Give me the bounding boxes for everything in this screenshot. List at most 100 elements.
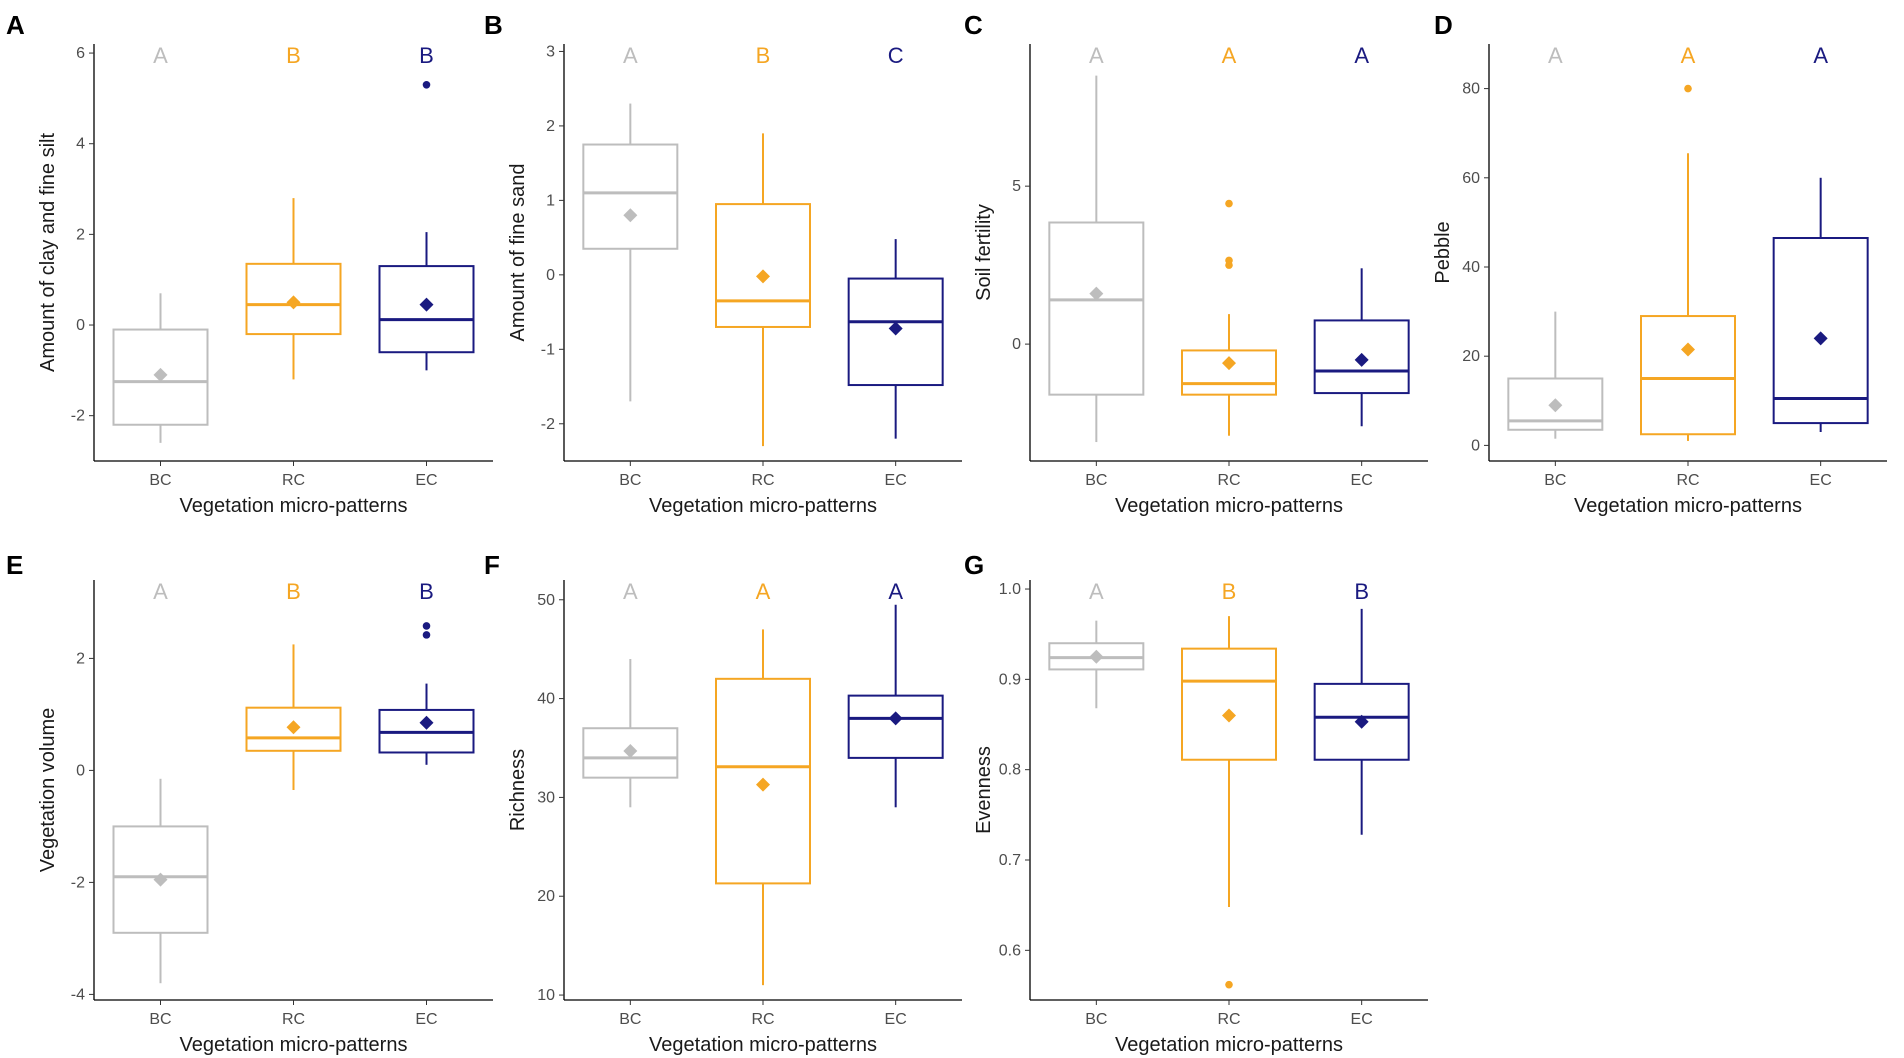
y-tick-label: 0.6 (999, 942, 1021, 959)
significance-letter: A (1222, 43, 1237, 68)
x-tick-label: RC (751, 1011, 774, 1028)
outlier-point (1225, 256, 1233, 265)
y-tick-label: 2 (76, 226, 85, 243)
significance-letter: B (419, 579, 434, 604)
significance-letter: C (888, 43, 904, 68)
outlier-point (422, 622, 431, 630)
y-tick-label: 0.9 (999, 671, 1021, 688)
y-tick-label: 2 (76, 650, 85, 667)
mean-marker (1354, 352, 1369, 367)
y-tick-label: 30 (537, 789, 555, 806)
x-tick-label: BC (149, 1011, 171, 1028)
y-tick-label: -1 (541, 341, 555, 358)
x-tick-label: EC (1351, 1011, 1373, 1028)
box-bc: BC A (112, 43, 209, 489)
box-bc: BC A (1048, 43, 1145, 489)
box-rc: RC A (1181, 43, 1277, 489)
mean-marker (1089, 649, 1104, 664)
y-tick-label: -2 (71, 408, 85, 425)
x-axis-title: Vegetation micro-patterns (1115, 1034, 1343, 1056)
x-tick-label: BC (1544, 472, 1566, 489)
y-tick-label: 1.0 (999, 581, 1021, 598)
outlier-point (422, 631, 431, 639)
y-tick-label: 0 (76, 317, 85, 334)
x-tick-label: RC (1676, 472, 1699, 489)
significance-letter: B (1222, 579, 1237, 604)
panel-letter: E (6, 550, 23, 580)
box-ec: EC B (378, 579, 475, 1028)
significance-letter: B (1354, 579, 1369, 604)
iqr-box (1048, 221, 1145, 396)
significance-letter: B (286, 43, 301, 68)
mean-marker (419, 297, 434, 312)
box-rc: RC B (245, 579, 342, 1028)
significance-letter: A (153, 43, 168, 68)
mean-marker (623, 743, 638, 758)
mean-marker (1813, 331, 1828, 346)
outlier-point (1225, 980, 1233, 989)
significance-letter: A (888, 579, 903, 604)
significance-letter: A (623, 43, 638, 68)
mean-marker (286, 295, 301, 310)
x-tick-label: EC (415, 1011, 437, 1028)
outlier-point (1225, 199, 1233, 208)
outlier-point (1684, 84, 1692, 93)
x-tick-label: RC (1217, 472, 1240, 489)
mean-marker (756, 777, 770, 792)
y-tick-label: 20 (537, 888, 555, 905)
iqr-box (1640, 315, 1736, 436)
y-axis-title: Amount of fine sand (507, 164, 529, 342)
significance-letter: A (153, 579, 168, 604)
significance-letter: A (1548, 43, 1563, 68)
outlier-point (422, 80, 431, 89)
significance-letter: B (419, 43, 434, 68)
significance-letter: A (623, 579, 638, 604)
y-axis-title: Pebble (1432, 221, 1454, 283)
box-bc: BC A (582, 579, 679, 1028)
y-tick-label: 40 (537, 691, 555, 708)
x-axis-title: Vegetation micro-patterns (649, 1034, 877, 1056)
x-axis-title: Vegetation micro-patterns (1574, 495, 1802, 517)
mean-marker (1222, 356, 1236, 371)
mean-marker (419, 715, 434, 730)
mean-marker (623, 208, 638, 223)
y-tick-label: 0 (1012, 336, 1021, 353)
y-tick-label: 4 (76, 136, 85, 153)
panel-e: E -4 -2 0 2 Vegetation volume Vegetation micro… (6, 550, 493, 1056)
x-tick-label: BC (619, 1011, 641, 1028)
mean-marker (756, 269, 770, 284)
significance-letter: A (1089, 579, 1104, 604)
panel-a: A -2 0 2 4 6 Amount of clay and fine silt Veget… (6, 10, 493, 517)
box-rc: RC A (1640, 43, 1736, 489)
box-ec: EC A (1313, 43, 1410, 489)
x-tick-label: RC (751, 472, 774, 489)
mean-marker (1089, 286, 1104, 301)
significance-letter: A (756, 579, 771, 604)
panel-c: C 0 5 Soil fertility Vegetation micro-patter… (964, 10, 1428, 517)
panel-g: G 0.6 0.7 0.8 0.9 1.0 Evenness Vegetation micro… (964, 550, 1428, 1056)
y-axis-title: Richness (507, 749, 529, 831)
y-axis-title: Evenness (973, 746, 995, 834)
y-axis-title: Amount of clay and fine silt (37, 133, 59, 372)
y-tick-label: 0.7 (999, 852, 1021, 869)
x-tick-label: RC (282, 1011, 305, 1028)
y-tick-label: -2 (541, 416, 555, 433)
panel-letter: G (964, 550, 984, 580)
x-tick-label: EC (415, 472, 437, 489)
y-tick-label: -4 (71, 986, 85, 1003)
box-bc: BC A (112, 579, 209, 1028)
mean-marker (1222, 708, 1236, 723)
significance-letter: A (1681, 43, 1696, 68)
box-rc: RC B (245, 43, 342, 489)
box-rc: RC A (715, 579, 811, 1028)
box-rc: RC B (715, 43, 811, 489)
x-tick-label: EC (1810, 472, 1832, 489)
significance-letter: B (286, 579, 301, 604)
y-tick-label: 0 (546, 267, 555, 284)
panel-b: B -2 -1 0 1 2 3 Amount of fine sand Vegetation m… (484, 10, 962, 517)
iqr-box (715, 203, 811, 328)
y-tick-label: 3 (546, 43, 555, 60)
iqr-box (1181, 647, 1277, 761)
y-tick-label: 50 (537, 592, 555, 609)
